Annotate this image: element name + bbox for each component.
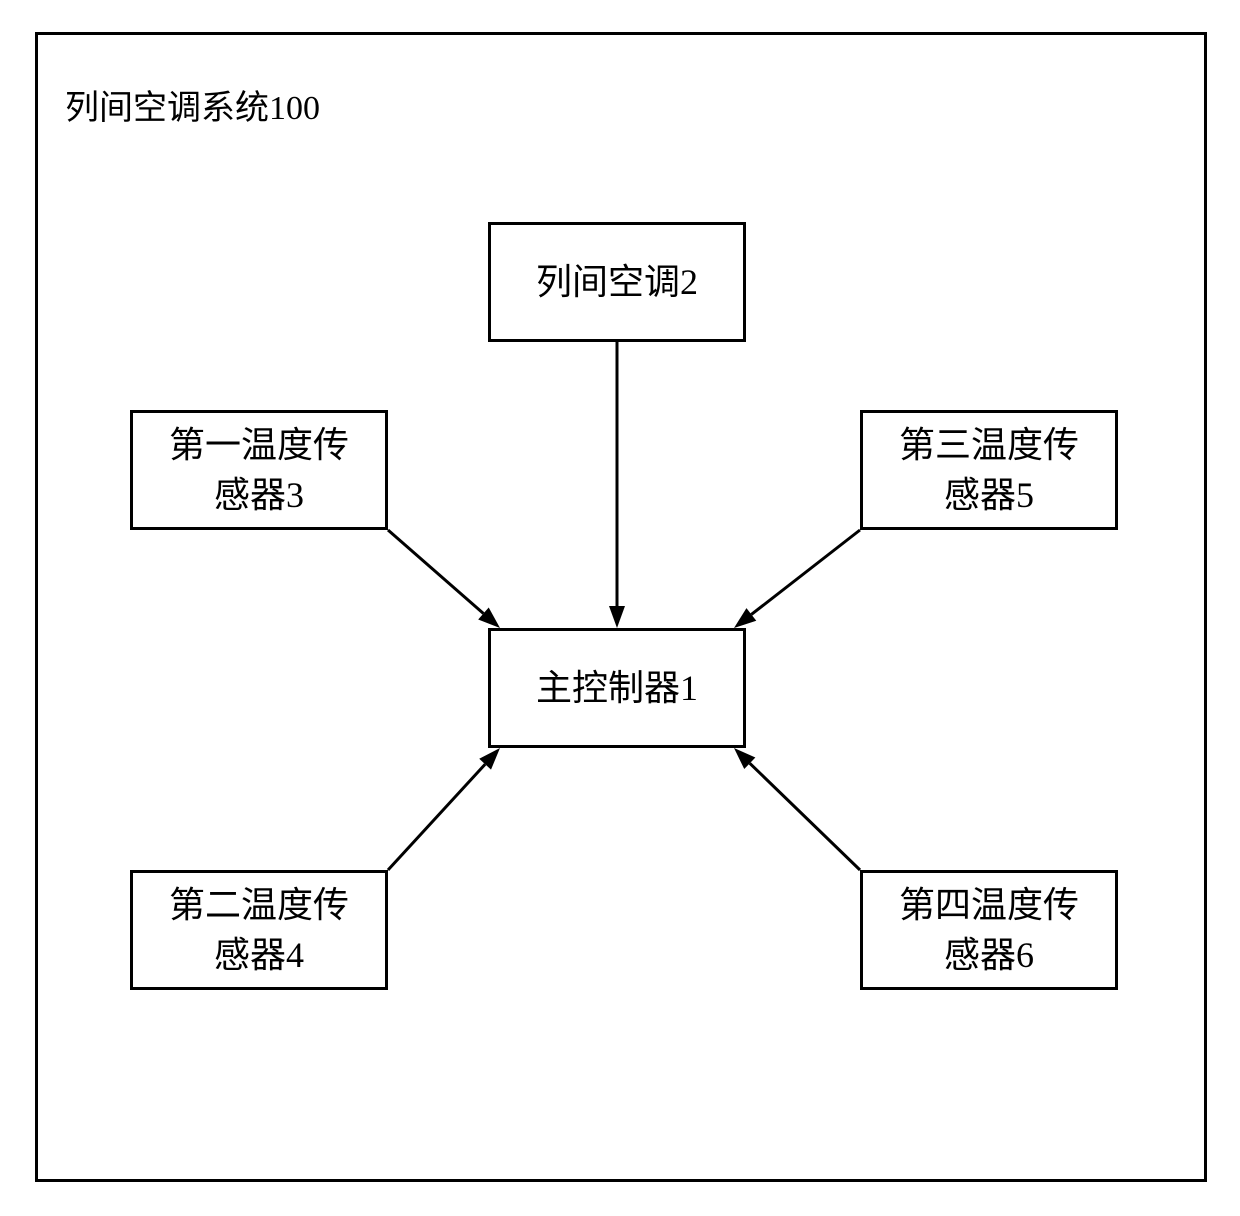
node-label: 第二温度传感器4 bbox=[169, 880, 349, 981]
node-sensor6: 第四温度传感器6 bbox=[860, 870, 1118, 990]
node-controller: 主控制器1 bbox=[488, 628, 746, 748]
node-ac2: 列间空调2 bbox=[488, 222, 746, 342]
node-sensor4: 第二温度传感器4 bbox=[130, 870, 388, 990]
node-label: 列间空调2 bbox=[536, 257, 698, 307]
outer-container bbox=[35, 32, 1207, 1182]
node-sensor3: 第一温度传感器3 bbox=[130, 410, 388, 530]
node-label: 第三温度传感器5 bbox=[899, 420, 1079, 521]
node-label: 主控制器1 bbox=[536, 663, 698, 713]
node-label: 第四温度传感器6 bbox=[899, 880, 1079, 981]
diagram-title: 列间空调系统100 bbox=[65, 80, 320, 129]
node-sensor5: 第三温度传感器5 bbox=[860, 410, 1118, 530]
node-label: 第一温度传感器3 bbox=[169, 420, 349, 521]
